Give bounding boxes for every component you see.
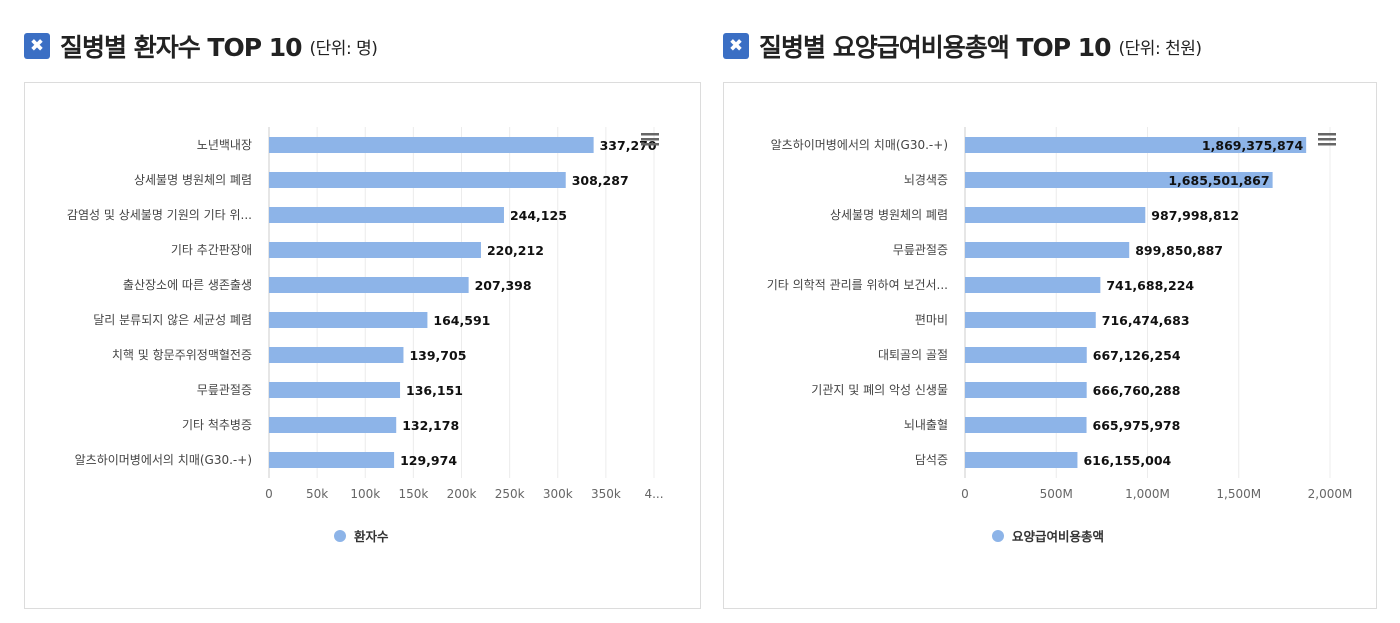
x-tick-label: 350k — [591, 487, 621, 501]
x-tick-label: 100k — [350, 487, 380, 501]
category-label: 감염성 및 상세불명 기원의 기타 위... — [67, 208, 252, 222]
bar[interactable] — [269, 172, 566, 188]
data-label: 665,975,978 — [1093, 418, 1181, 433]
data-label: 220,212 — [487, 243, 544, 258]
category-label: 알츠하이머병에서의 치매(G30.-+) — [75, 453, 252, 467]
data-label: 132,178 — [402, 418, 459, 433]
chart-x-icon: ✖ — [723, 33, 749, 59]
category-label: 노년백내장 — [197, 138, 252, 152]
bar[interactable] — [269, 452, 395, 468]
bar[interactable] — [269, 347, 404, 363]
bar[interactable] — [965, 452, 1078, 468]
bar[interactable] — [965, 172, 1273, 188]
data-label: 899,850,887 — [1135, 243, 1223, 258]
legend-marker — [334, 530, 346, 542]
bar[interactable] — [965, 277, 1101, 293]
data-label: 616,155,004 — [1083, 453, 1171, 468]
chart-title-right: ✖ 질병별 요양급여비용총액 TOP 10 (단위: 천원) — [723, 28, 1202, 64]
legend-marker — [992, 530, 1004, 542]
x-tick-label: 4... — [644, 487, 663, 501]
x-tick-label: 1,000M — [1125, 487, 1170, 501]
category-label: 기타 의학적 관리를 위하여 보건서... — [767, 278, 948, 292]
data-label: 139,705 — [409, 348, 466, 363]
x-tick-label: 1,500M — [1216, 487, 1261, 501]
bar[interactable] — [965, 242, 1130, 258]
category-label: 무릎관절증 — [893, 243, 948, 257]
menu-icon[interactable] — [641, 133, 659, 136]
bar[interactable] — [269, 382, 401, 398]
legend-label[interactable]: 요양급여비용총액 — [1012, 529, 1104, 544]
category-label: 상세불명 병원체의 폐렴 — [830, 208, 948, 222]
category-label: 뇌내출혈 — [904, 418, 948, 432]
chart-title-left: ✖ 질병별 환자수 TOP 10 (단위: 명) — [24, 28, 378, 64]
x-tick-label: 150k — [398, 487, 428, 501]
x-tick-label: 250k — [495, 487, 525, 501]
bar[interactable] — [269, 312, 428, 328]
x-tick-label: 0 — [265, 487, 273, 501]
data-label: 741,688,224 — [1106, 278, 1194, 293]
data-label: 136,151 — [406, 383, 463, 398]
chart-panel-cost — [723, 82, 1377, 609]
category-label: 기관지 및 폐의 악성 신생물 — [811, 383, 948, 397]
category-label: 뇌경색증 — [904, 173, 948, 187]
category-label: 기타 추간판장애 — [171, 243, 252, 257]
menu-icon[interactable] — [1318, 143, 1336, 146]
bar[interactable] — [269, 417, 397, 433]
x-tick-label: 2,000M — [1308, 487, 1353, 501]
bar[interactable] — [269, 277, 469, 293]
data-label: 337,270 — [600, 138, 657, 153]
bar[interactable] — [965, 312, 1096, 328]
bar[interactable] — [269, 137, 594, 153]
chart-x-icon: ✖ — [24, 33, 50, 59]
chart-panel-patients — [24, 82, 701, 609]
x-tick-label: 500M — [1040, 487, 1073, 501]
category-label: 알츠하이머병에서의 치매(G30.-+) — [771, 138, 948, 152]
category-label: 무릎관절증 — [197, 383, 252, 397]
legend-label[interactable]: 환자수 — [354, 529, 389, 544]
category-label: 달리 분류되지 않은 세균성 폐렴 — [93, 313, 252, 327]
menu-icon[interactable] — [1318, 133, 1336, 136]
bar[interactable] — [965, 417, 1087, 433]
data-label: 1,685,501,867 — [1168, 173, 1269, 188]
category-label: 출산장소에 따른 생존출생 — [123, 278, 252, 292]
x-tick-label: 300k — [543, 487, 573, 501]
x-tick-label: 0 — [961, 487, 969, 501]
category-label: 치핵 및 항문주위정맥혈전증 — [112, 348, 252, 362]
data-label: 129,974 — [400, 453, 457, 468]
data-label: 716,474,683 — [1102, 313, 1190, 328]
menu-icon[interactable] — [1318, 138, 1336, 141]
data-label: 987,998,812 — [1151, 208, 1239, 223]
bar[interactable] — [269, 242, 481, 258]
category-label: 편마비 — [915, 313, 948, 327]
data-label: 1,869,375,874 — [1202, 138, 1304, 153]
category-label: 담석증 — [915, 453, 948, 467]
x-tick-label: 50k — [306, 487, 328, 501]
menu-icon[interactable] — [641, 138, 659, 141]
data-label: 308,287 — [572, 173, 629, 188]
bar[interactable] — [965, 347, 1087, 363]
category-label: 기타 척추병증 — [182, 418, 252, 432]
bar[interactable] — [965, 382, 1087, 398]
bar[interactable] — [269, 207, 504, 223]
bar[interactable] — [965, 207, 1146, 223]
bar[interactable] — [965, 137, 1307, 153]
category-label: 대퇴골의 골절 — [878, 348, 948, 362]
data-label: 666,760,288 — [1093, 383, 1181, 398]
menu-icon[interactable] — [641, 143, 659, 146]
data-label: 667,126,254 — [1093, 348, 1181, 363]
x-tick-label: 200k — [447, 487, 477, 501]
data-label: 244,125 — [510, 208, 567, 223]
category-label: 상세불명 병원체의 폐렴 — [134, 173, 252, 187]
data-label: 207,398 — [475, 278, 532, 293]
data-label: 164,591 — [433, 313, 490, 328]
